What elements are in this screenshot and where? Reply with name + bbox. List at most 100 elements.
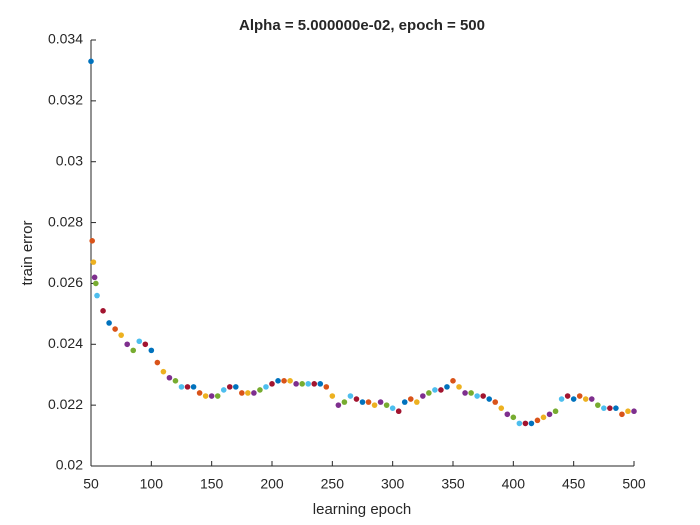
data-point [317,381,324,387]
data-point [576,393,583,399]
data-point [456,384,462,390]
data-point [582,396,589,402]
data-point [106,320,112,326]
data-point [371,402,378,408]
data-point [196,390,203,396]
data-point [172,378,179,384]
data-point [178,384,185,390]
data-point [377,399,384,405]
data-point [208,393,215,399]
data-point [474,393,480,399]
y-tick-label: 0.028 [48,213,83,229]
data-point [450,378,456,384]
data-point [142,341,149,348]
data-point [118,332,124,338]
data-point [462,390,468,396]
data-point [564,393,571,399]
data-point [395,408,402,415]
y-tick-label: 0.024 [48,335,83,351]
data-point [438,387,444,393]
data-point [124,341,130,348]
data-point [480,393,486,399]
data-point [329,393,336,399]
data-point [631,408,637,415]
data-point [263,384,269,390]
data-point [516,420,523,427]
data-point [90,259,97,265]
data-point [504,411,511,418]
data-point [226,384,233,390]
x-tick-label: 450 [562,476,586,492]
data-point [166,374,173,381]
chart-title: Alpha = 5.000000e-02, epoch = 500 [239,17,485,34]
data-point [311,381,318,387]
data-point [588,396,595,402]
data-point [468,390,474,396]
data-point [305,381,312,387]
x-tick-label: 350 [441,476,465,492]
data-point [233,384,239,390]
data-point [214,393,221,399]
x-tick-label: 500 [622,476,646,492]
data-point [552,408,559,415]
y-tick-label: 0.026 [48,274,83,290]
data-point [426,390,432,396]
data-point [245,390,251,396]
data-point [601,405,607,411]
data-point [220,387,227,393]
data-point [257,387,263,393]
data-point [93,280,99,287]
data-point [570,396,577,402]
data-point [91,274,98,281]
data-point [347,393,354,399]
data-point [136,338,143,345]
data-point [486,396,493,402]
data-point [154,359,161,366]
x-tick-label: 400 [502,476,526,492]
y-tick-label: 0.03 [56,152,83,168]
data-point [287,378,293,384]
data-point [383,402,390,408]
data-point [353,396,360,402]
data-point [522,420,529,427]
data-point [184,384,191,390]
x-tick-label: 250 [321,476,345,492]
data-point [100,308,106,314]
data-point [251,390,257,396]
data-point [275,378,281,384]
data-point [619,411,625,418]
x-tick-label: 200 [260,476,284,492]
data-point [365,399,372,405]
data-point [492,399,499,405]
data-point [94,292,100,299]
data-point [546,411,553,418]
data-point [148,347,155,354]
data-point [444,384,450,390]
data-point [414,399,420,405]
x-tick-label: 300 [381,476,405,492]
data-point [613,405,619,411]
data-point [595,402,601,408]
data-point [540,414,547,421]
data-point [112,326,118,332]
data-point [130,347,137,354]
data-point [558,396,565,402]
data-point [88,58,94,65]
data-point [341,399,348,405]
x-tick-label: 150 [200,476,224,492]
data-point [202,393,209,399]
data-point [89,238,96,244]
x-tick-label: 100 [140,476,164,492]
data-point [498,405,505,411]
data-point [401,399,408,405]
data-point [190,384,197,390]
data-point [293,381,299,387]
data-point [607,405,613,411]
x-tick-label: 50 [83,476,99,492]
data-point [510,414,517,421]
y-tick-label: 0.022 [48,396,83,412]
data-point [407,396,414,402]
data-point [323,384,330,390]
